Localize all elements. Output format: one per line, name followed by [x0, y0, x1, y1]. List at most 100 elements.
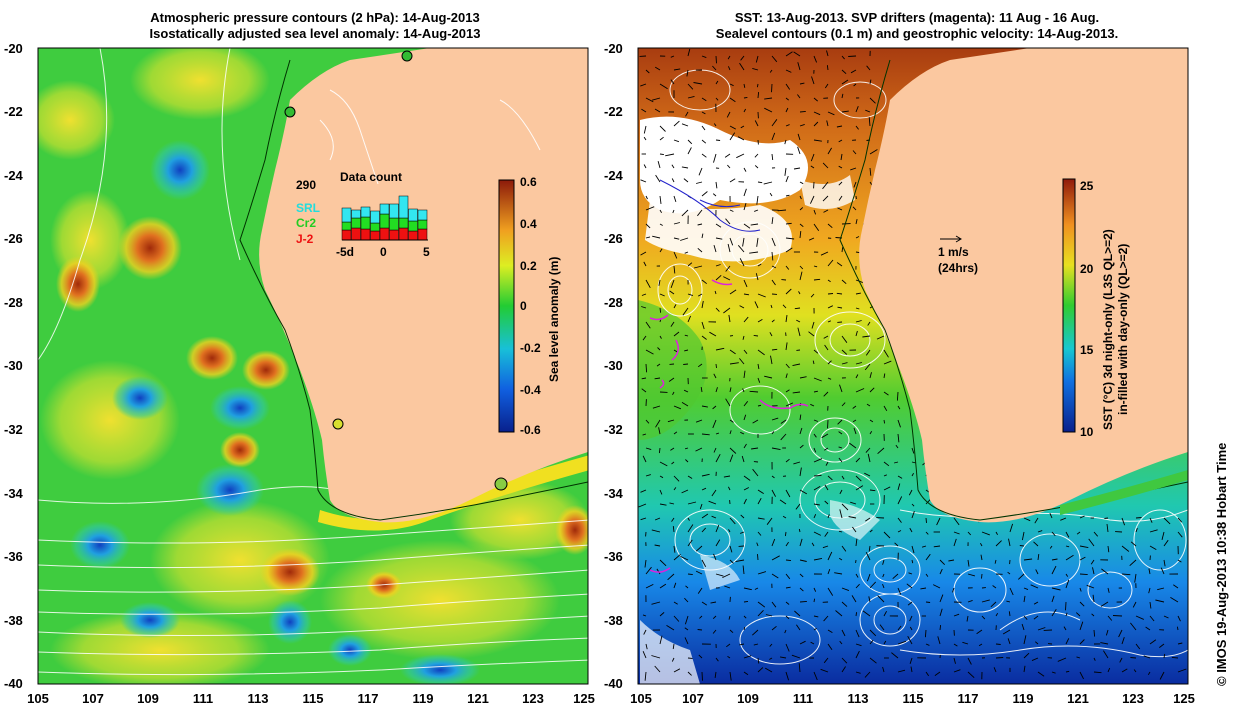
velocity-arrow	[1148, 587, 1151, 594]
velocity-arrow	[727, 66, 731, 71]
velocity-arrow	[638, 503, 647, 508]
velocity-arrow	[673, 139, 680, 143]
svg-text:25: 25	[1080, 179, 1094, 193]
velocity-arrow	[1076, 656, 1081, 659]
velocity-arrow	[799, 376, 807, 379]
svg-text:111: 111	[793, 691, 813, 706]
velocity-arrow	[752, 468, 759, 477]
velocity-arrow	[813, 587, 817, 592]
right-x-ticks: 105 107 109 111 113 115 117 119 121 123 …	[630, 691, 1195, 706]
velocity-arrow	[715, 363, 717, 369]
velocity-arrow	[799, 123, 805, 127]
velocity-arrow	[850, 167, 857, 171]
velocity-arrow	[897, 483, 901, 491]
tide-gauges	[284, 50, 508, 491]
velocity-arrow	[757, 349, 765, 356]
velocity-arrow	[1051, 671, 1056, 674]
velocity-arrow	[701, 111, 706, 115]
velocity-arrow	[645, 363, 648, 373]
velocity-arrow	[1155, 599, 1165, 603]
velocity-arrow	[821, 433, 829, 439]
velocity-arrow	[869, 167, 872, 176]
velocity-arrow	[1049, 545, 1053, 549]
velocity-arrow	[855, 475, 862, 482]
velocity-arrow	[897, 530, 902, 533]
velocity-arrow	[1149, 545, 1157, 550]
velocity-arrow	[643, 164, 647, 169]
sst-colorbar	[1062, 178, 1076, 433]
velocity-arrow	[1177, 559, 1182, 563]
velocity-arrow	[701, 139, 707, 144]
velocity-arrow	[810, 641, 815, 645]
velocity-arrow	[869, 581, 877, 589]
velocity-arrow	[1065, 601, 1067, 611]
inset-bar-j-2	[370, 230, 380, 241]
inset-bar-j-2	[379, 227, 390, 241]
velocity-arrow	[640, 517, 647, 521]
velocity-arrow	[659, 635, 663, 645]
velocity-arrow	[925, 531, 929, 535]
velocity-arrow	[808, 237, 815, 241]
svg-text:121: 121	[467, 691, 489, 706]
velocity-arrow	[827, 643, 833, 651]
velocity-arrow	[643, 136, 647, 141]
velocity-arrow	[799, 223, 804, 228]
inset-bar-cr2	[341, 221, 352, 231]
velocity-arrow	[869, 529, 873, 533]
velocity-arrow	[827, 223, 833, 229]
velocity-arrow	[827, 587, 834, 596]
velocity-arrow	[771, 573, 779, 579]
velocity-arrow	[976, 629, 983, 635]
velocity-arrow	[727, 656, 731, 659]
velocity-arrow	[907, 635, 913, 645]
velocity-arrow	[769, 643, 773, 647]
velocity-arrow	[697, 247, 703, 253]
velocity-arrow	[715, 573, 724, 577]
velocity-arrow	[729, 362, 739, 365]
velocity-arrow	[837, 419, 843, 425]
velocity-arrow	[1023, 517, 1031, 522]
velocity-arrow	[909, 657, 913, 664]
velocity-arrow	[1170, 597, 1179, 603]
inset-bar-srl	[351, 209, 361, 219]
velocity-arrow	[1121, 545, 1130, 552]
velocity-arrow	[672, 209, 675, 214]
velocity-arrow	[909, 626, 913, 631]
svg-text:-22: -22	[604, 104, 623, 119]
velocity-arrow	[799, 640, 806, 645]
velocity-arrow	[841, 349, 848, 355]
velocity-arrow	[836, 262, 843, 267]
velocity-arrow	[840, 153, 843, 161]
velocity-arrow	[673, 237, 680, 240]
velocity-arrow	[673, 668, 681, 673]
velocity-arrow	[1105, 629, 1109, 636]
velocity-arrow	[826, 65, 829, 71]
velocity-arrow	[645, 236, 651, 239]
velocity-arrow	[742, 388, 745, 393]
velocity-arrow	[785, 541, 789, 547]
velocity-arrow	[754, 209, 759, 212]
velocity-arrow	[701, 233, 704, 239]
velocity-arrow	[687, 517, 690, 521]
velocity-arrow	[1101, 568, 1109, 575]
velocity-arrow	[877, 447, 885, 455]
velocity-arrow	[726, 643, 731, 648]
velocity-arrow	[855, 125, 859, 130]
velocity-arrow	[813, 97, 818, 102]
velocity-arrow	[713, 373, 717, 379]
velocity-arrow	[1086, 584, 1095, 589]
velocity-arrow	[640, 83, 647, 87]
velocity-arrow	[855, 583, 860, 589]
velocity-arrow	[659, 503, 667, 506]
velocity-arrow	[798, 663, 801, 673]
velocity-arrow	[714, 290, 717, 295]
svg-text:119: 119	[1013, 691, 1034, 706]
velocity-arrow	[1100, 601, 1109, 607]
inset-bar-cr2	[351, 217, 361, 229]
velocity-arrow	[799, 82, 805, 85]
velocity-arrow	[813, 390, 818, 393]
velocity-arrow	[824, 531, 829, 537]
velocity-arrow	[1130, 657, 1137, 659]
velocity-arrow	[723, 475, 731, 478]
velocity-arrow	[993, 667, 997, 673]
